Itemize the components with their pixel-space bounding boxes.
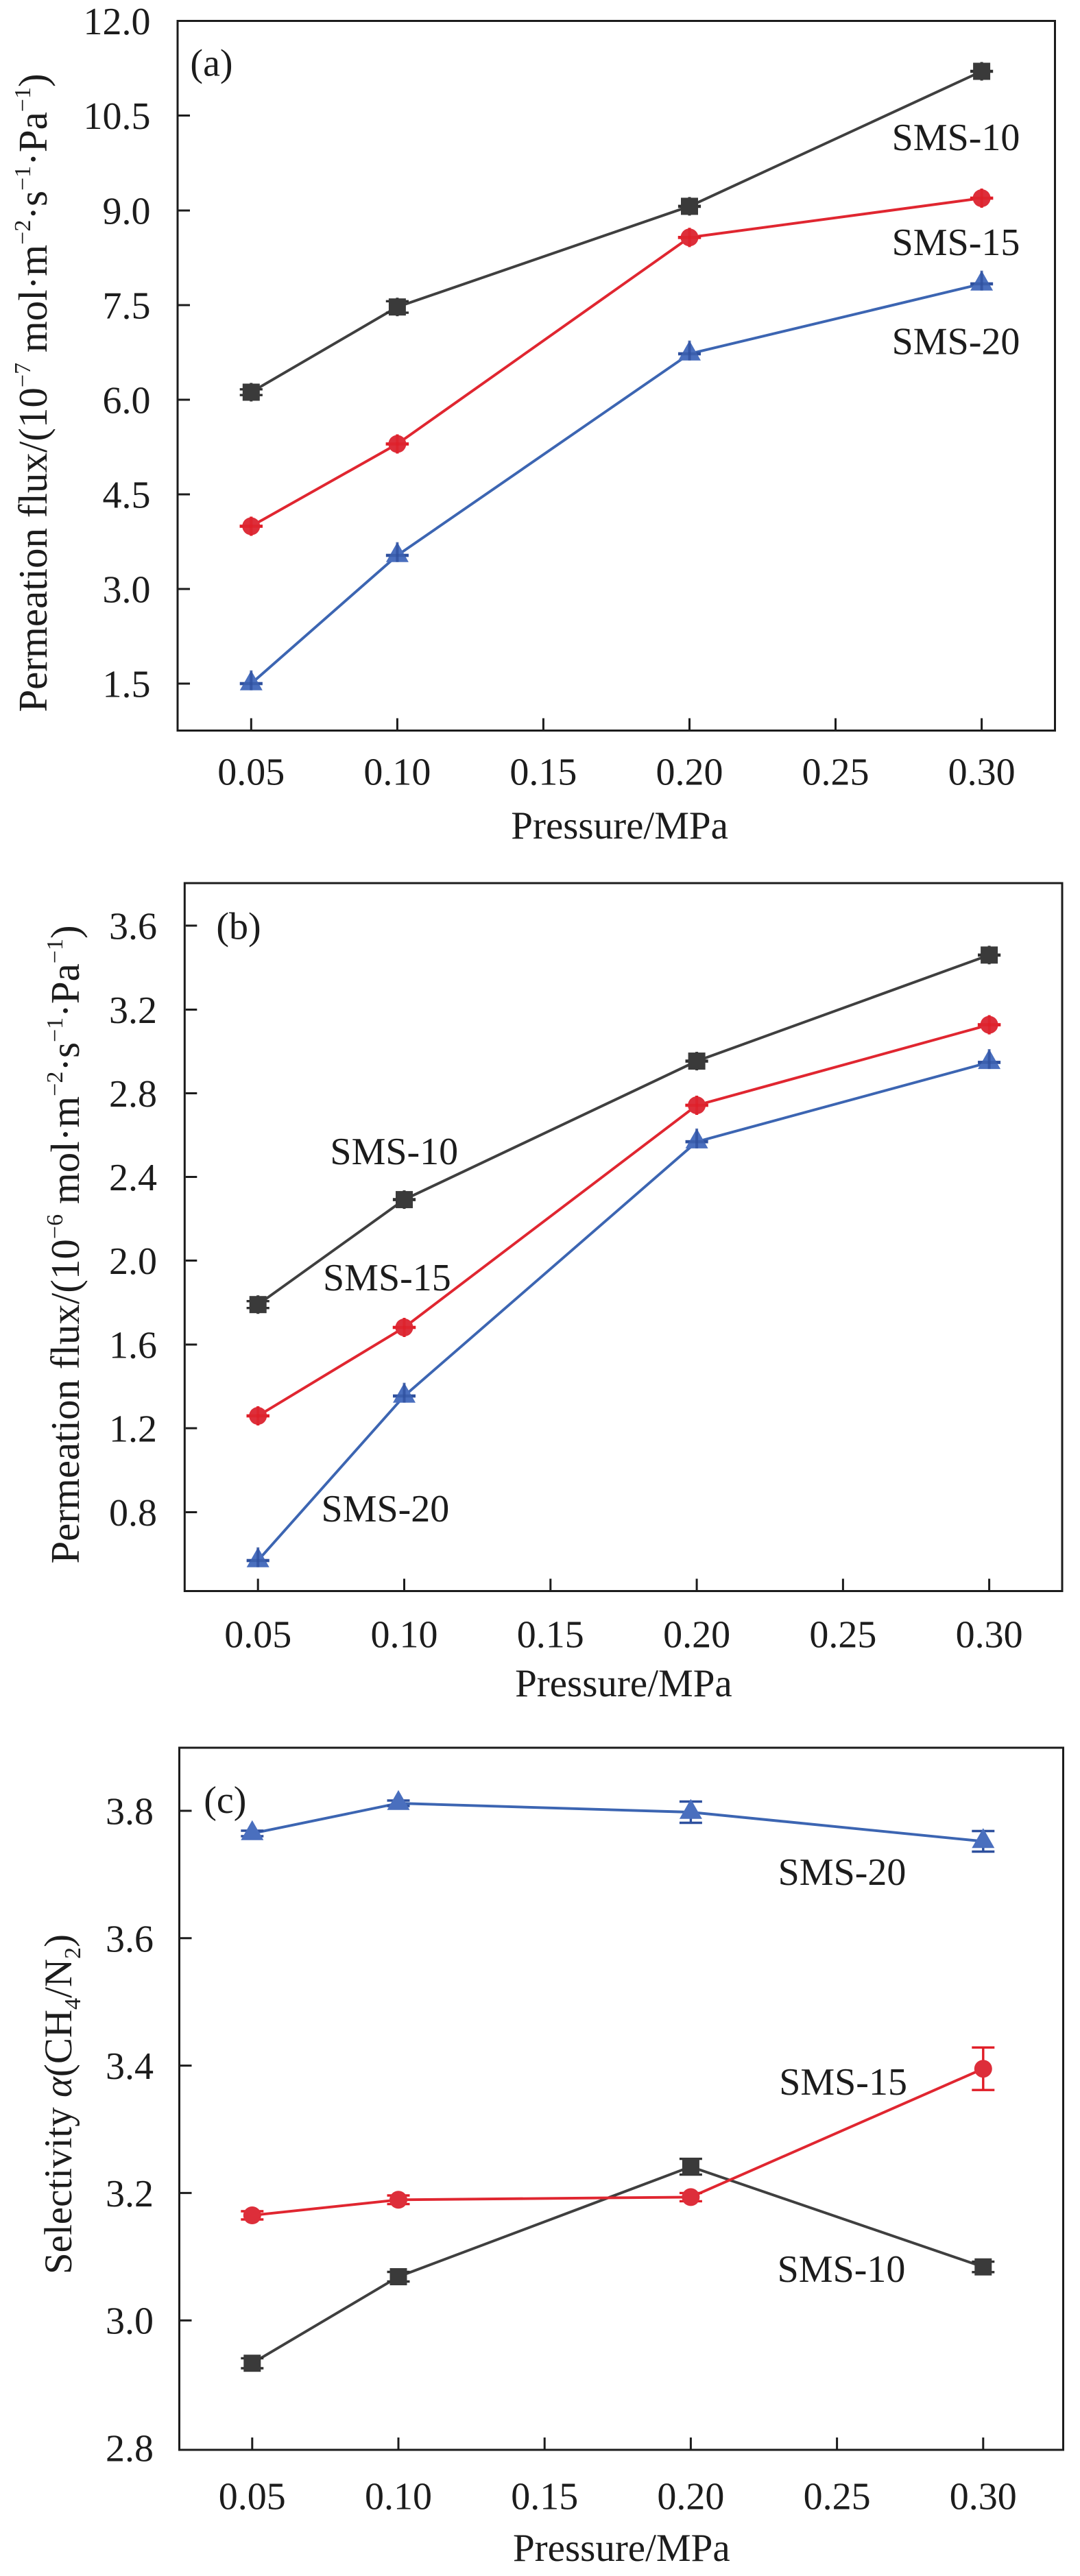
svg-text:SMS-10: SMS-10 (892, 117, 1020, 159)
svg-text:SMS-15: SMS-15 (779, 2061, 907, 2104)
svg-text:2.8: 2.8 (106, 2428, 154, 2470)
svg-text:SMS-20: SMS-20 (892, 321, 1020, 363)
svg-text:Pressure/MPa: Pressure/MPa (513, 2527, 730, 2570)
svg-text:3.6: 3.6 (106, 1918, 154, 1960)
svg-text:SMS-10: SMS-10 (778, 2248, 906, 2291)
svg-text:Pressure/MPa: Pressure/MPa (515, 1662, 732, 1705)
svg-text:SMS-15: SMS-15 (892, 221, 1020, 264)
svg-text:3.6: 3.6 (109, 906, 157, 948)
svg-text:9.0: 9.0 (103, 191, 151, 233)
svg-text:0.25: 0.25 (804, 2476, 871, 2518)
svg-text:1.5: 1.5 (103, 664, 151, 706)
svg-text:SMS-20: SMS-20 (322, 1488, 450, 1530)
svg-text:0.15: 0.15 (509, 751, 577, 793)
svg-text:(b): (b) (216, 906, 261, 948)
svg-text:3.0: 3.0 (103, 569, 151, 612)
svg-text:SMS-10: SMS-10 (330, 1131, 458, 1173)
svg-text:0.8: 0.8 (109, 1492, 157, 1534)
svg-text:SMS-20: SMS-20 (778, 1851, 907, 1894)
svg-text:2.8: 2.8 (109, 1073, 157, 1116)
svg-text:Selectivity α(CH4​/N2​): Selectivity α(CH4​/N2​) (37, 1934, 86, 2274)
svg-text:4.5: 4.5 (103, 474, 151, 517)
svg-text:0.20: 0.20 (663, 1614, 730, 1657)
svg-text:0.25: 0.25 (809, 1614, 876, 1657)
svg-text:1.2: 1.2 (109, 1408, 157, 1451)
svg-text:0.10: 0.10 (371, 1614, 438, 1657)
svg-text:0.05: 0.05 (224, 1614, 291, 1657)
svg-text:0.10: 0.10 (363, 751, 431, 793)
svg-text:SMS-15: SMS-15 (323, 1257, 451, 1299)
svg-text:0.05: 0.05 (217, 751, 285, 793)
svg-text:2.4: 2.4 (109, 1157, 157, 1199)
svg-text:(c): (c) (204, 1779, 246, 1822)
svg-text:0.15: 0.15 (511, 2476, 578, 2518)
svg-text:0.15: 0.15 (517, 1614, 584, 1657)
svg-text:2.0: 2.0 (109, 1240, 157, 1283)
svg-text:0.20: 0.20 (656, 751, 723, 793)
svg-text:3.4: 3.4 (106, 2045, 154, 2088)
svg-text:0.30: 0.30 (950, 2476, 1017, 2518)
svg-text:3.2: 3.2 (106, 2173, 154, 2215)
svg-text:6.0: 6.0 (103, 380, 151, 422)
svg-text:3.8: 3.8 (106, 1791, 154, 1833)
svg-text:12.0: 12.0 (84, 1, 151, 43)
svg-text:3.0: 3.0 (106, 2300, 154, 2343)
svg-text:0.25: 0.25 (802, 751, 869, 793)
svg-text:3.2: 3.2 (109, 989, 157, 1032)
svg-text:Pressure/MPa: Pressure/MPa (511, 804, 728, 847)
svg-text:0.30: 0.30 (956, 1614, 1023, 1657)
svg-text:10.5: 10.5 (84, 95, 151, 138)
svg-text:1.6: 1.6 (109, 1325, 157, 1367)
svg-text:7.5: 7.5 (103, 285, 151, 328)
svg-text:0.10: 0.10 (365, 2476, 432, 2518)
svg-text:(a): (a) (190, 43, 232, 85)
svg-text:0.30: 0.30 (948, 751, 1016, 793)
svg-text:0.20: 0.20 (657, 2476, 724, 2518)
svg-text:0.05: 0.05 (219, 2476, 286, 2518)
